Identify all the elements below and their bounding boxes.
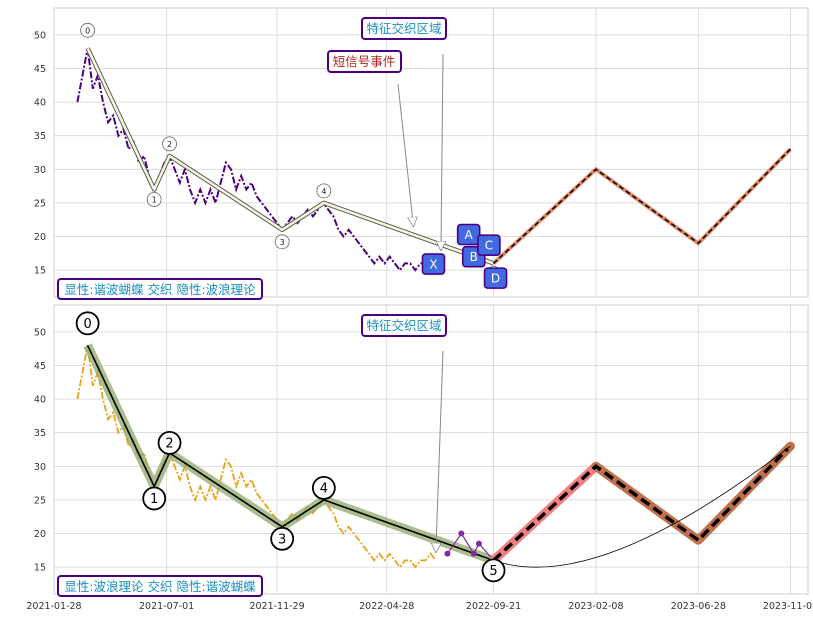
y-tick-label: 35 [34,131,46,142]
y-tick-label: 20 [34,529,46,540]
pattern-node-label: X [429,258,437,272]
y-tick-label: 45 [34,361,46,372]
top-feature-zone-text: 特征交织区域 [366,21,441,36]
wave-point-label: 2 [167,140,172,149]
harmonic-node [475,540,482,547]
top-y-tick-labels: 15 20 25 30 35 40 45 50 [34,30,46,276]
wave-point-marker [142,486,167,511]
y-tick-label: 15 [34,563,46,574]
x-tick-label: 2021-11-29 [249,601,304,612]
wave-point-marker [311,476,336,500]
wave-point-marker [146,192,162,207]
x-tick-label: 2021-01-28 [26,601,81,612]
wave-point-marker [481,558,506,583]
y-tick-label: 25 [34,495,46,506]
wave-point-label: 1 [150,492,158,507]
pattern-node [421,253,446,275]
y-tick-label: 25 [34,198,46,209]
y-tick-label: 50 [34,327,46,338]
bottom-legend-box: 显性:波浪理论 交织 隐性:谐波蝴蝶 [57,575,263,597]
x-tick-labels: 2021-01-28 2021-07-01 2021-11-29 2022-04-28… [26,601,813,612]
top-chart-marks: 012345XABCD [76,22,792,289]
wave-point-marker [270,526,295,551]
wave-point-label: 2 [165,436,173,451]
wave-point-marker [274,234,290,250]
bottom-feature-zone-arrow [436,350,444,548]
short-signal-box: 短信号事件 [327,50,402,73]
bottom-y-tick-labels: 15 20 25 30 35 40 45 50 [34,327,46,573]
y-tick-label: 45 [34,64,46,75]
pattern-node [456,223,481,246]
top-feature-zone-arrow [441,53,443,246]
wave-point-label: 3 [278,532,286,547]
wave-point-label: 0 [84,317,92,332]
projection-dashed-line [492,444,792,562]
pattern-node-label: B [470,250,478,264]
x-tick-label: 2023-02-08 [568,601,623,612]
wave-point-label: 4 [320,481,328,496]
wave-point-marker [316,183,332,199]
x-tick-label: 2023-11-01 [763,601,813,612]
wave-point-label: 1 [152,195,157,204]
pattern-node-label: C [485,239,493,253]
x-tick-label: 2022-04-28 [359,601,414,612]
wave-point-label: 3 [280,238,285,247]
short-signal-text: 短信号事件 [333,54,396,69]
harmonic-node [458,530,465,537]
y-tick-label: 40 [34,98,46,109]
y-tick-label: 40 [34,395,46,406]
bottom-feature-zone-text: 特征交织区域 [366,318,441,333]
projection-dashed-line [492,148,791,264]
wave-point-marker [80,22,96,38]
y-tick-label: 30 [34,165,46,176]
wave-band [86,47,494,265]
y-tick-label: 30 [34,462,46,473]
top-feature-zone-box: 特征交织区域 [361,17,447,40]
top-legend-text: 显性:谐波蝴蝶 交织 隐性:波浪理论 [64,282,256,297]
bottom-chart-marks: 0 1 2 3 4 5 [75,311,795,583]
bottom-feature-zone-box: 特征交织区域 [361,314,447,337]
wave-line [86,344,494,562]
pattern-node-label: A [465,228,474,242]
x-tick-label: 2023-06-28 [671,601,726,612]
wave-point-marker [75,311,100,336]
forecast-arc [493,445,791,568]
wave-point-marker [162,136,177,152]
short-signal-arrow [397,83,413,222]
y-tick-label: 50 [34,30,46,41]
wave-point-marker [157,430,182,455]
y-tick-label: 35 [34,428,46,439]
top-grid [53,8,808,297]
wave-point-label: 0 [85,26,90,35]
harmonic-node [470,550,477,557]
x-tick-label: 2022-09-21 [466,601,521,612]
top-legend-box: 显性:谐波蝴蝶 交织 隐性:波浪理论 [57,278,263,300]
y-tick-label: 15 [34,266,46,277]
wave-point-label: 5 [489,564,497,579]
top-plot-frame [53,7,809,298]
pattern-node-label: D [491,272,500,286]
y-tick-label: 20 [34,232,46,243]
wave-point-label: 4 [321,187,326,196]
pattern-node [483,267,508,289]
top-panel: 15 20 25 30 35 40 45 50 0 1 2 3 45 X ABC D 特征交织区域 短信号事… [34,7,809,300]
x-tick-label: 2021-07-01 [139,601,194,612]
bottom-legend-text: 显性:波浪理论 交织 隐性:谐波蝴蝶 [64,579,256,594]
pattern-node [477,234,501,257]
harmonic-node [444,550,451,557]
